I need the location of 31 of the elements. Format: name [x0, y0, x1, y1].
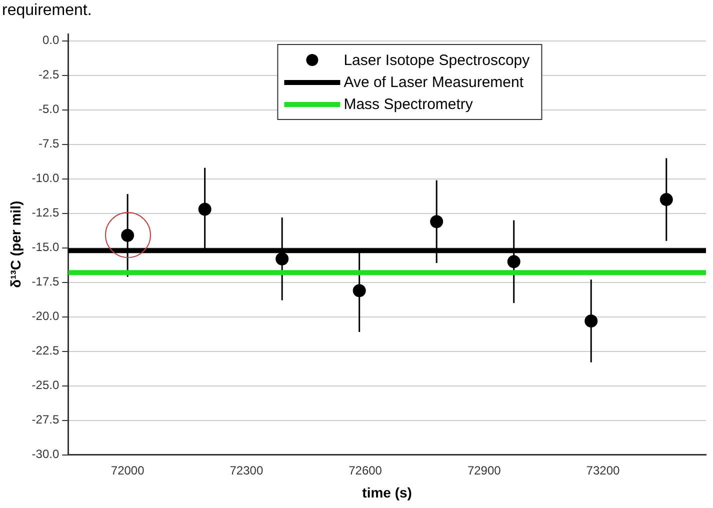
x-axis-title: time (s): [362, 484, 412, 500]
point: [584, 314, 598, 328]
point: [660, 193, 673, 206]
point: [430, 215, 444, 228]
y-tick-label: -27.5: [32, 412, 60, 427]
point: [198, 202, 212, 216]
point: [276, 252, 289, 266]
y-tick-label: -25.0: [32, 378, 60, 392]
x-tick-label: 72900: [467, 463, 502, 478]
y-tick-label: -15.0: [32, 240, 60, 254]
y-tick-label: 0.0: [42, 33, 60, 48]
x-tick-label: 72000: [110, 463, 145, 478]
legend-label: Ave of Laser Measurement: [344, 74, 524, 90]
point: [507, 255, 520, 268]
y-tick-label: -10.0: [32, 171, 60, 186]
y-tick-label: -7.5: [38, 136, 60, 151]
y-axis-title: δ¹³C (per mil): [7, 200, 24, 288]
legend-label: Laser Isotope Spectroscopy: [344, 52, 530, 68]
y-tick-label: -2.5: [38, 68, 60, 82]
text: requirement.: [2, 2, 92, 20]
y-tick-label: -30.0: [32, 447, 60, 462]
y-tick-label: -22.5: [32, 344, 60, 358]
x-tick-label: 72600: [348, 463, 382, 478]
y-tick-label: -20.0: [32, 309, 60, 324]
y-tick-label: -5.0: [38, 102, 60, 116]
x-tick-label: 73200: [586, 463, 620, 478]
y-tick-label: -12.5: [32, 206, 60, 220]
y-tick-label: -17.5: [32, 274, 60, 289]
legend-label: Mass Spectrometry: [344, 96, 473, 112]
point: [352, 284, 366, 298]
x-tick-label: 72300: [230, 463, 264, 478]
